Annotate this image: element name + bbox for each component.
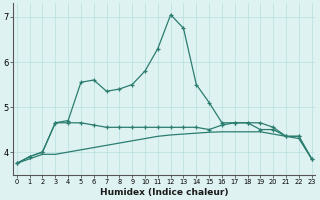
X-axis label: Humidex (Indice chaleur): Humidex (Indice chaleur) (100, 188, 228, 197)
